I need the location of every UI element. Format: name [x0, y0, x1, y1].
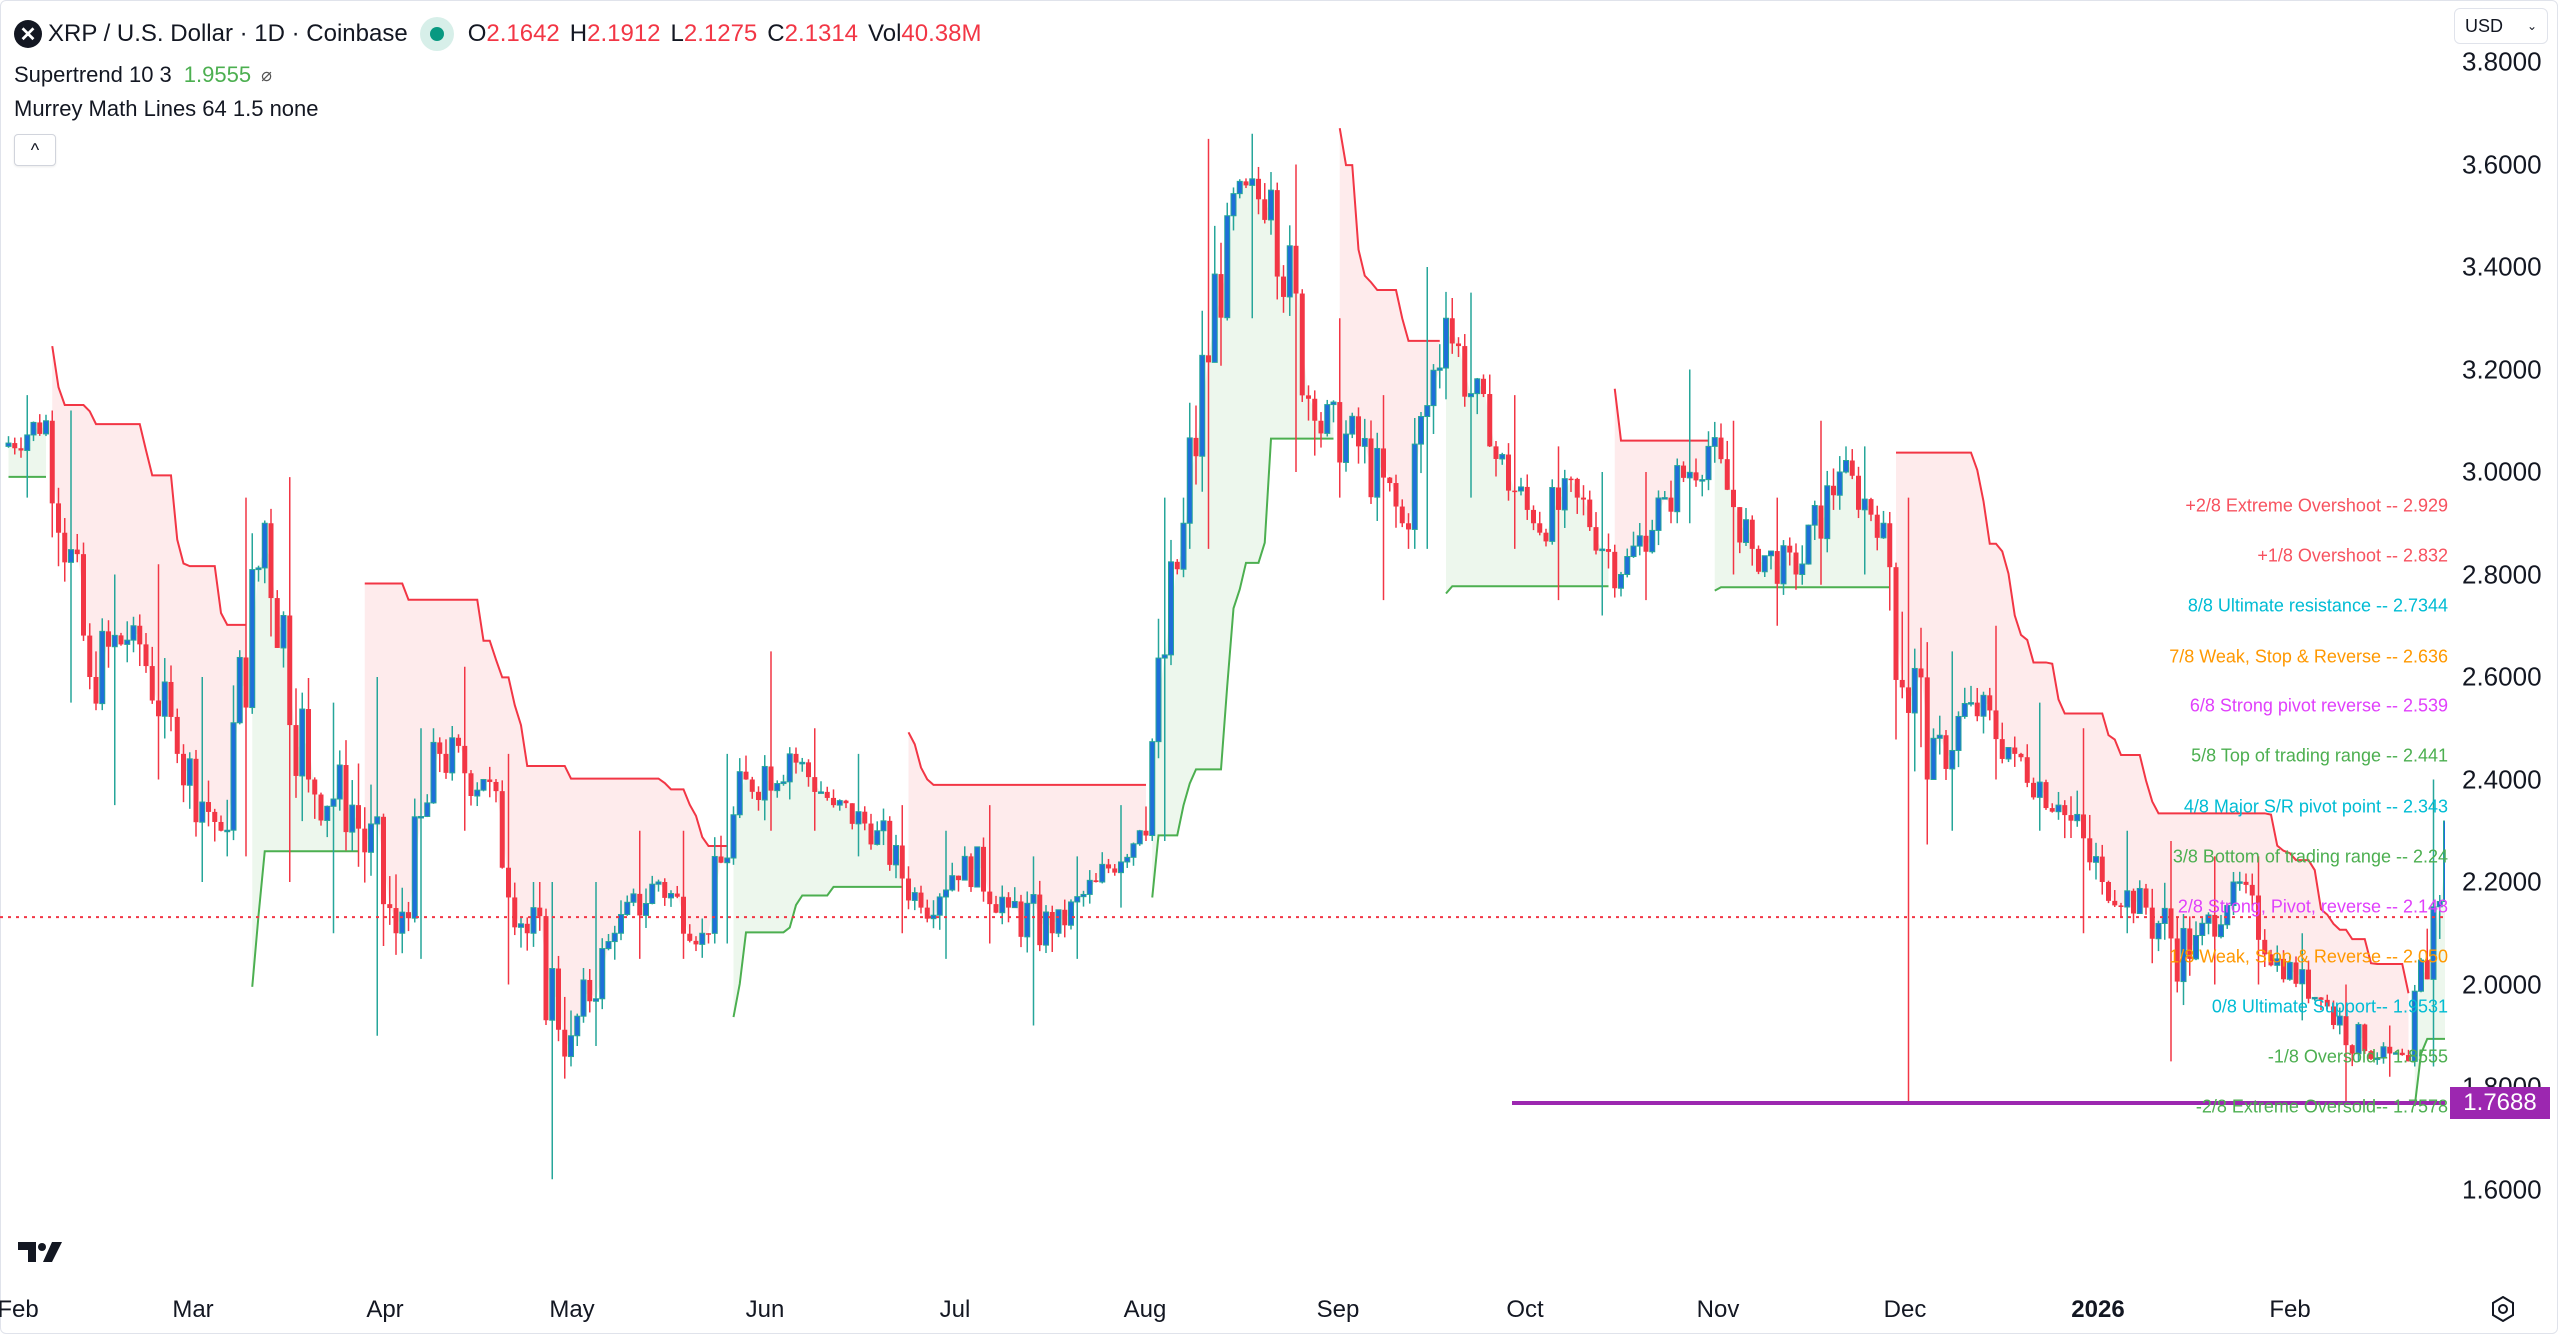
- tradingview-logo-icon[interactable]: [18, 1240, 66, 1268]
- murrey-line-label: 0/8 Ultimate Support-- 1.9531: [2211, 996, 2448, 1017]
- price-tick: 3.0000: [2462, 456, 2542, 487]
- price-tick: 2.4000: [2462, 764, 2542, 794]
- horizontal-line-price-tag: 1.7688: [2450, 1086, 2550, 1119]
- supertrend-value: 1.9555: [183, 62, 252, 87]
- price-tick: 3.4000: [2462, 251, 2542, 282]
- market-status-icon[interactable]: [419, 17, 454, 51]
- murrey-line-label: 8/8 Ultimate resistance -- 2.7344: [2187, 595, 2448, 616]
- chevron-up-icon: ^: [30, 139, 40, 160]
- chart-legend: ✕ XRP / U.S. Dollar · 1D · Coinbase O 2.1…: [14, 10, 981, 166]
- price-chart[interactable]: [0, 0, 2445, 1270]
- murrey-line-label: -2/8 Extreme Oversold-- 1.7578: [2195, 1096, 2448, 1117]
- supertrend-fills: [8, 128, 2445, 1106]
- price-tick: 2.8000: [2462, 559, 2542, 589]
- murrey-line-label: +2/8 Extreme Overshoot -- 2.929: [2185, 495, 2448, 516]
- hidden-eye-icon[interactable]: ⌀: [261, 64, 272, 85]
- murrey-line-label: -1/8 Oversold-- 1.8555: [2267, 1046, 2448, 1067]
- close-value: 2.1314: [784, 20, 859, 47]
- price-tick: 3.6000: [2462, 149, 2542, 179]
- murrey-line-label: 6/8 Strong pivot reverse -- 2.539: [2189, 695, 2448, 716]
- volume-label: Vol: [868, 20, 902, 47]
- volume-value: 40.38M: [901, 20, 982, 47]
- symbol-title[interactable]: XRP / U.S. Dollar · 1D · Coinbase: [48, 20, 408, 47]
- low-label: L: [670, 20, 684, 47]
- high-value: 2.1912: [587, 20, 661, 47]
- murrey-line-label: +1/8 Overshoot -- 2.832: [2257, 545, 2448, 566]
- murrey-line-label: 5/8 Top of trading range -- 2.441: [2191, 745, 2448, 766]
- time-tick: Mar: [172, 1296, 214, 1323]
- murrey-line-label: 3/8 Bottom of trading range -- 2.24: [2172, 846, 2448, 867]
- time-tick: Oct: [1506, 1296, 1544, 1323]
- time-tick: Jul: [939, 1296, 971, 1323]
- time-tick: Aug: [1123, 1296, 1167, 1323]
- price-tick: 2.2000: [2462, 866, 2542, 897]
- time-tick: Feb: [2269, 1296, 2311, 1323]
- currency-select[interactable]: USD ⌄: [2454, 8, 2548, 44]
- supertrend-name: Supertrend 10 3: [14, 62, 172, 87]
- close-label: C: [767, 20, 785, 47]
- murrey-line-label: 2/8 Strong, Pivot, reverse -- 2.148: [2177, 896, 2448, 917]
- high-label: H: [569, 20, 588, 47]
- time-tick: Apr: [366, 1296, 404, 1323]
- supertrend-indicator-row[interactable]: Supertrend 10 3 1.9555 ⌀: [14, 58, 981, 92]
- price-tick: 2.6000: [2462, 661, 2542, 692]
- open-value: 2.1642: [486, 20, 560, 47]
- time-tick: Feb: [0, 1296, 39, 1323]
- murrey-indicator-row[interactable]: Murrey Math Lines 64 1.5 none: [14, 92, 981, 126]
- time-tick: Sep: [1316, 1296, 1360, 1323]
- time-tick: May: [549, 1296, 595, 1323]
- settings-gear-icon[interactable]: [2490, 1296, 2516, 1322]
- collapse-legend-button[interactable]: ^: [14, 134, 56, 166]
- xrp-logo-icon: ✕: [14, 20, 42, 48]
- price-tick: 1.6000: [2462, 1174, 2542, 1204]
- candlesticks: [5, 133, 2445, 1180]
- low-value: 2.1275: [683, 20, 758, 47]
- time-tick: Dec: [1883, 1296, 1927, 1323]
- time-tick: 2026: [2071, 1296, 2125, 1323]
- chevron-down-icon: ⌄: [2526, 19, 2537, 33]
- murrey-line-label: 7/8 Weak, Stop & Reverse -- 2.636: [2169, 646, 2448, 667]
- price-tick: 3.2000: [2462, 354, 2542, 384]
- price-tick: 3.8000: [2462, 46, 2542, 77]
- open-label: O: [467, 20, 487, 47]
- time-tick: Nov: [1696, 1296, 1740, 1323]
- murrey-name: Murrey Math Lines 64 1.5 none: [14, 96, 319, 121]
- symbol-row: ✕ XRP / U.S. Dollar · 1D · Coinbase O 2.1…: [14, 10, 981, 58]
- currency-value: USD: [2465, 15, 2504, 36]
- time-tick: Jun: [745, 1296, 785, 1323]
- price-tick: 2.0000: [2462, 969, 2542, 999]
- murrey-line-label: 4/8 Major S/R pivot point -- 2.343: [2183, 796, 2448, 817]
- murrey-line-label: 1/8 Weak, Stop & Reverse -- 2.050: [2169, 946, 2448, 967]
